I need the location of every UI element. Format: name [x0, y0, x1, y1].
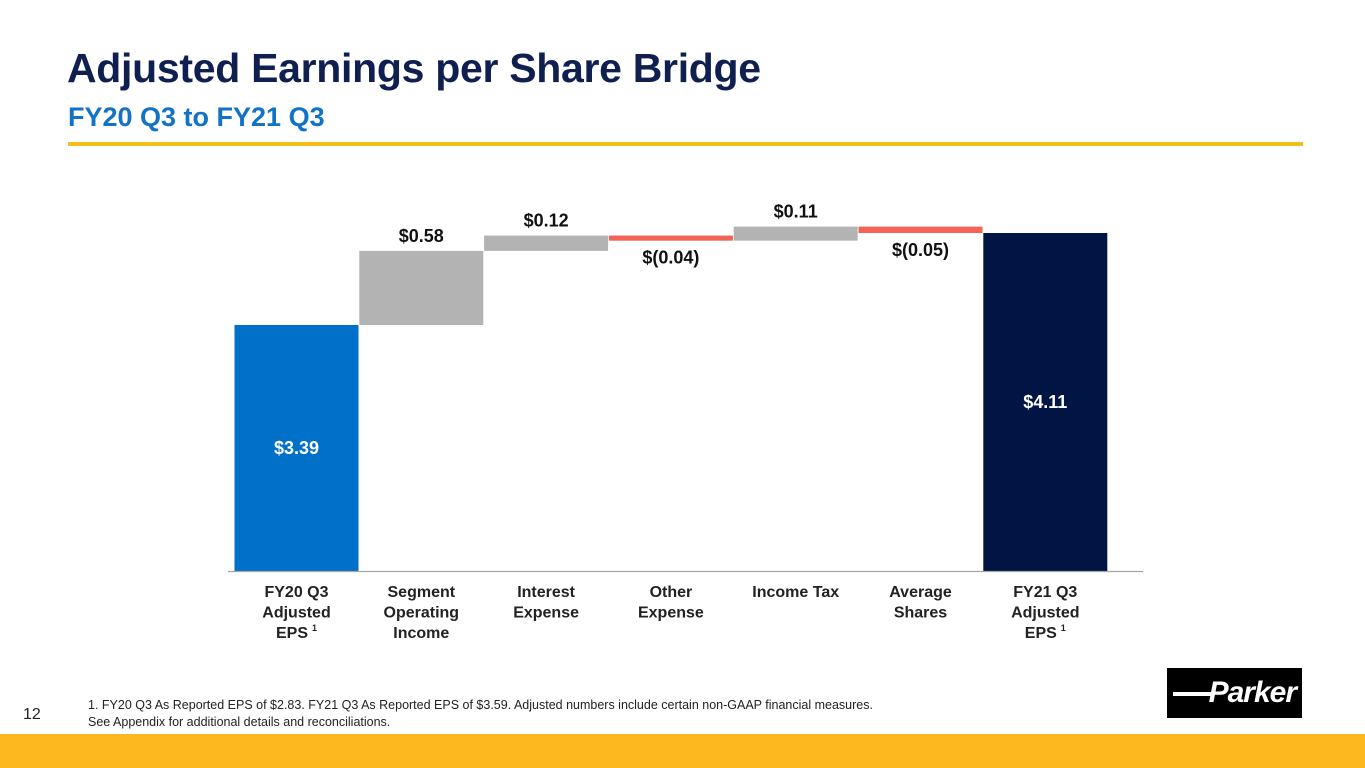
category-label-7-line-1: FY21 Q3 — [1013, 584, 1077, 601]
footnote-marker: 1 — [312, 623, 317, 633]
bar-3 — [484, 235, 609, 251]
category-label-7-line-3: EPS 1 — [1025, 623, 1066, 642]
footnote-line-2: See Appendix for additional details and … — [88, 715, 391, 729]
data-label-3: $0.12 — [524, 211, 569, 231]
parker-logo: Parker — [1167, 668, 1302, 718]
category-label-7-line-2: Adjusted — [1011, 605, 1079, 622]
footnote: 1. FY20 Q3 As Reported EPS of $2.83. FY2… — [88, 697, 873, 731]
category-label-3-line-1: Interest — [517, 584, 575, 601]
category-label-5-line-1: Income Tax — [752, 584, 839, 601]
data-label-4: $(0.04) — [642, 248, 699, 268]
category-label-1-line-2: Adjusted — [262, 605, 330, 622]
page-title: Adjusted Earnings per Share Bridge — [67, 45, 761, 91]
footnote-line-1: 1. FY20 Q3 As Reported EPS of $2.83. FY2… — [88, 698, 873, 712]
category-label-2-line-1: Segment — [388, 584, 456, 601]
title-divider — [68, 142, 1303, 146]
category-label-1-line-3: EPS 1 — [276, 623, 317, 642]
bar-7 — [983, 233, 1108, 571]
bar-5 — [733, 226, 858, 241]
bottom-band — [0, 734, 1365, 768]
category-label-2-line-2: Operating — [384, 605, 460, 622]
page-subtitle: FY20 Q3 to FY21 Q3 — [68, 102, 325, 132]
data-label-5: $0.11 — [774, 202, 818, 222]
category-label-2-line-3: Income — [393, 625, 449, 642]
logo-dash-icon — [1173, 692, 1213, 696]
page-number: 12 — [23, 706, 41, 723]
category-label-4-line-1: Other — [650, 584, 693, 601]
category-label-4-line-2: Expense — [638, 605, 704, 622]
category-label-3-line-2: Expense — [513, 605, 579, 622]
logo-wordmark: Parker — [1208, 676, 1297, 709]
bar-6 — [858, 226, 983, 233]
bar-2 — [359, 250, 484, 326]
category-label-6-line-2: Shares — [894, 605, 947, 622]
data-label-2: $0.58 — [399, 226, 444, 246]
bar-4 — [608, 235, 733, 241]
data-label-7: $4.11 — [1023, 392, 1067, 412]
footnote-marker: 1 — [1061, 623, 1066, 633]
data-label-6: $(0.05) — [892, 240, 949, 260]
category-label-6-line-1: Average — [889, 584, 952, 601]
data-label-1: $3.39 — [274, 438, 319, 458]
category-label-1-line-1: FY20 Q3 — [264, 584, 328, 601]
bar-1 — [234, 325, 359, 571]
